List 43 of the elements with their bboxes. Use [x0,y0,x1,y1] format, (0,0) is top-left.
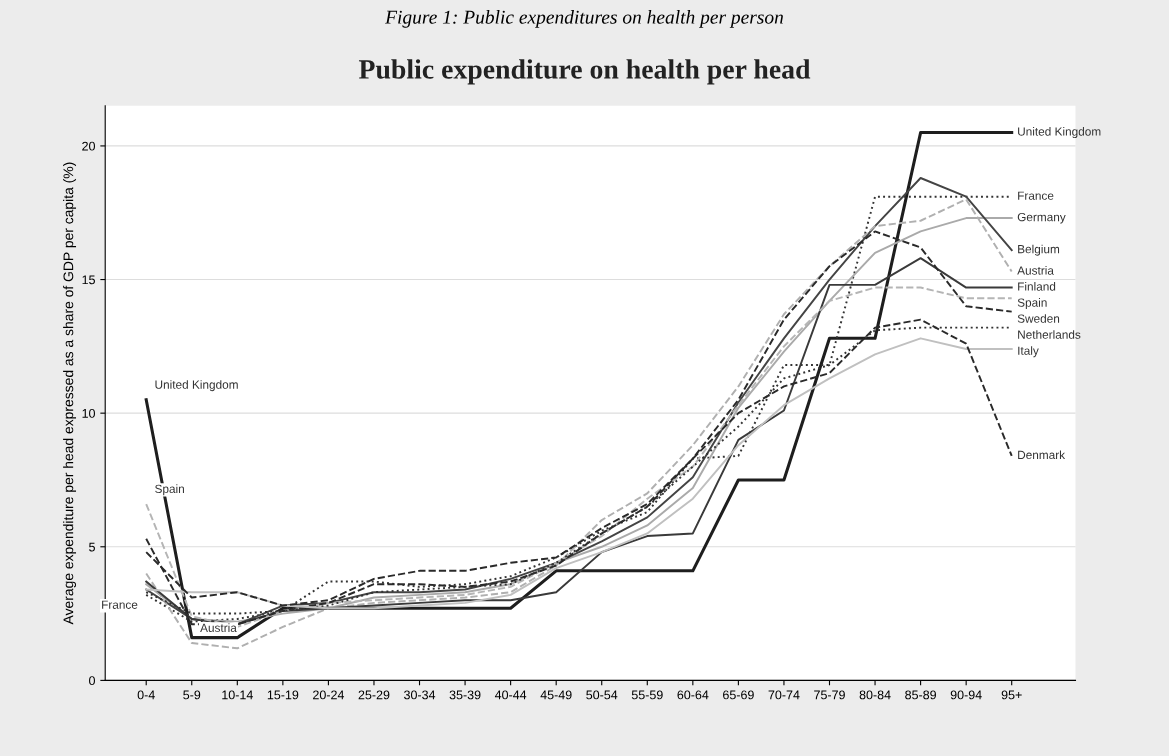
x-tick-label: 15-19 [267,690,299,700]
series-label: Germany [1017,212,1066,224]
series-label: Austria [1017,266,1054,275]
series-label: Italy [1018,346,1039,358]
y-tick-label: 0 [89,676,95,686]
series-label: Denmark [1018,450,1066,460]
x-tick-label: 90-94 [950,690,982,700]
x-tick-label: 70-74 [768,690,800,700]
series-label: Spain [1017,298,1047,310]
y-tick-label: 20 [82,141,95,151]
series-label: France [1018,191,1054,200]
series-label: Netherlands [1018,330,1081,339]
x-tick-label: 55-59 [631,690,663,700]
x-tick-label: 45-49 [540,690,572,700]
x-tick-label: 85-89 [905,690,936,700]
x-tick-label: 5-9 [183,690,201,700]
y-tick-label: 15 [82,275,95,285]
chart-title: Public expenditure on health per head [358,59,811,85]
y-axis-title: Average expenditure per head expressed as a share of GDP per capita (%) [63,162,77,625]
annotation: France [102,600,138,609]
series-label: United Kingdom [1018,127,1101,139]
annotation: United Kingdom [155,380,238,392]
x-tick-label: 60-64 [677,690,709,700]
x-tick-label: 0-4 [137,690,155,700]
series-label: Belgium [1018,244,1060,256]
x-tick-label: 30-34 [404,690,436,700]
x-tick-label: 75-79 [814,690,845,700]
x-tick-label: 10-14 [222,690,253,700]
x-tick-label: 50-54 [586,690,618,700]
x-tick-label: 40-44 [494,690,527,700]
x-tick-label: 95+ [1001,690,1022,700]
annotation: Spain [155,484,184,496]
x-tick-label: 65-69 [723,690,754,700]
x-tick-label: 25-29 [358,690,390,700]
annotation: Austria [200,623,237,632]
x-tick-label: 35-39 [449,690,481,700]
x-tick-label: 20-24 [313,690,345,700]
series-label: Sweden [1017,314,1060,323]
y-tick-label: 5 [89,542,95,552]
caption: Figure 1: Public expenditures on health per person [385,10,784,28]
y-tick-label: 10 [82,408,95,418]
x-tick-label: 80-84 [859,690,891,700]
series-label: Finland [1018,282,1056,291]
